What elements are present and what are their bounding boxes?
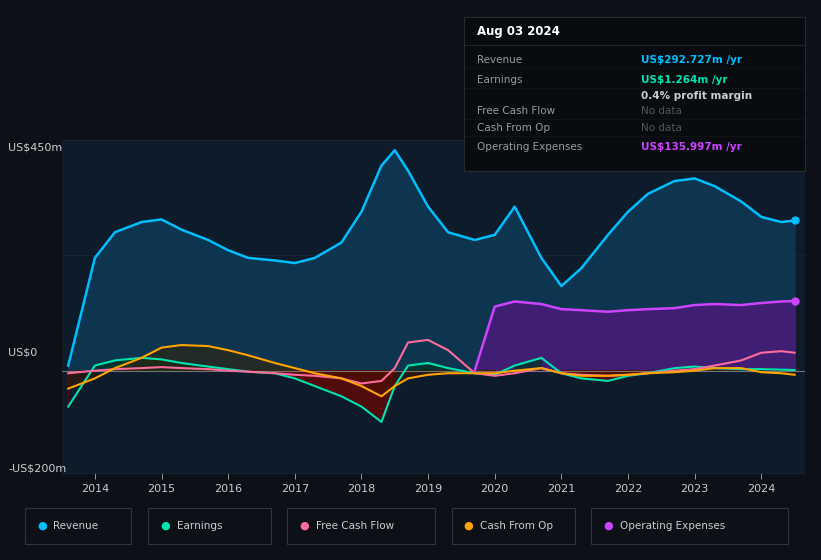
- Text: Free Cash Flow: Free Cash Flow: [478, 106, 556, 116]
- Text: Revenue: Revenue: [478, 55, 523, 66]
- Text: Earnings: Earnings: [478, 74, 523, 85]
- Text: ●: ●: [464, 521, 474, 531]
- Text: US$450m: US$450m: [8, 143, 62, 153]
- Text: Cash From Op: Cash From Op: [480, 521, 553, 531]
- Text: Revenue: Revenue: [53, 521, 99, 531]
- Text: Aug 03 2024: Aug 03 2024: [478, 25, 561, 38]
- Text: ●: ●: [160, 521, 170, 531]
- Text: US$135.997m /yr: US$135.997m /yr: [641, 142, 742, 152]
- Text: Free Cash Flow: Free Cash Flow: [316, 521, 394, 531]
- Text: US$292.727m /yr: US$292.727m /yr: [641, 55, 742, 66]
- Text: 0.4% profit margin: 0.4% profit margin: [641, 91, 752, 101]
- Text: ●: ●: [603, 521, 613, 531]
- Text: US$0: US$0: [8, 348, 38, 358]
- Text: Operating Expenses: Operating Expenses: [478, 142, 583, 152]
- Text: -US$200m: -US$200m: [8, 463, 67, 473]
- Text: ●: ●: [300, 521, 310, 531]
- Text: Operating Expenses: Operating Expenses: [620, 521, 725, 531]
- Text: No data: No data: [641, 106, 682, 116]
- Text: ●: ●: [37, 521, 47, 531]
- Text: Cash From Op: Cash From Op: [478, 123, 551, 133]
- Text: Earnings: Earnings: [177, 521, 222, 531]
- Text: US$1.264m /yr: US$1.264m /yr: [641, 74, 727, 85]
- Text: No data: No data: [641, 123, 682, 133]
